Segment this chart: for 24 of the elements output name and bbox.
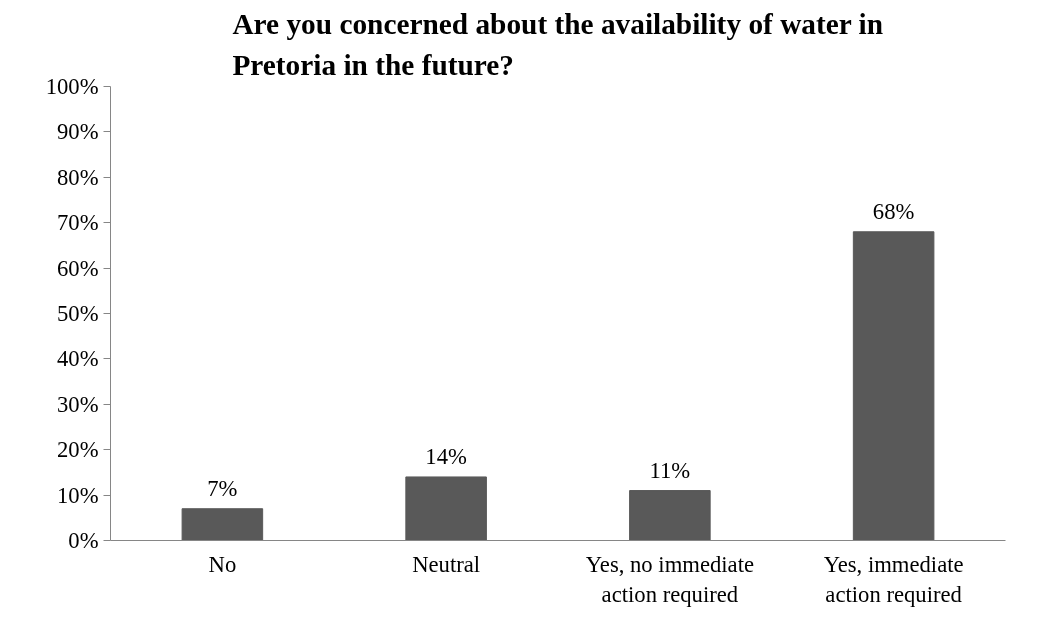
bar [405,476,487,541]
y-tick-label: 20% [56,437,99,463]
y-tick-label: 70% [56,210,99,236]
x-tick-label: No [208,551,237,577]
bar [852,231,935,541]
y-tick-label: 0% [68,528,99,553]
data-label: 11% [649,457,691,483]
bar [181,508,264,541]
bar [629,490,711,541]
x-tick-label: Yes, no immediate action required [585,551,755,607]
y-tick-label: 80% [56,164,99,190]
y-tick-label: 50% [56,301,99,326]
y-tick-label: 90% [56,119,99,145]
data-label: 68% [872,198,915,224]
y-tick-label: 100% [45,74,99,99]
x-tick-label: Neutral [412,551,481,577]
y-tick-label: 10% [56,482,99,508]
x-tick-label: Yes, immediate action required [823,551,964,607]
y-tick-label: 40% [56,346,99,372]
y-tick-label: 60% [56,255,99,281]
y-tick-label: 30% [56,391,99,417]
chart-title: Are you concerned about the availability of water in Pretoria in the future? [232,7,884,82]
data-label: 7% [207,475,238,501]
data-label: 14% [425,443,468,469]
